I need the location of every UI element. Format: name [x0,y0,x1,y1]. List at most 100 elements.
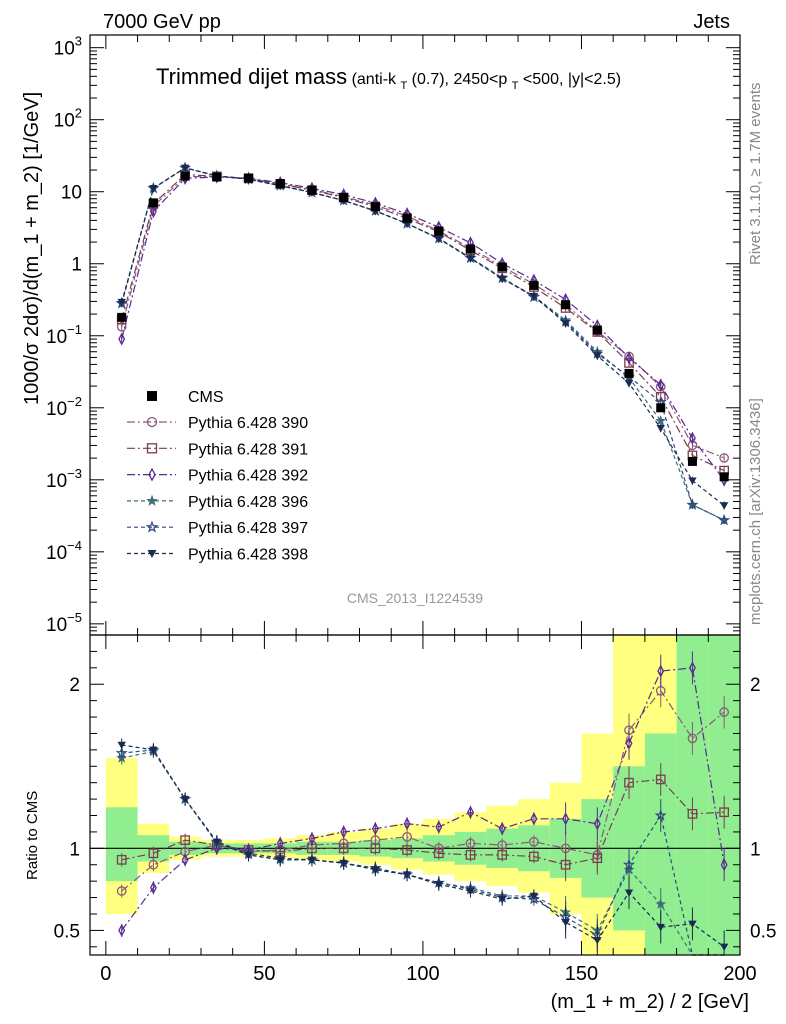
data-point [561,918,570,927]
series-ratio [118,651,728,937]
data-point [148,859,159,870]
x-tick-label: 200 [723,963,756,985]
cms-data-point [402,213,412,223]
data-point [434,235,443,243]
series-top [118,170,728,487]
data-point [434,881,443,889]
ratio-panel-plot [90,651,740,956]
data-point [655,774,666,785]
y-tick-label-top: 10−2 [46,394,82,420]
data-point [657,378,665,392]
x-axis-label: (m_1 + m_2) / 2 [GeV] [551,991,749,1013]
title-sub-mid: (0.7), 2450<p [412,71,508,88]
header-left: 7000 GeV pp [103,11,221,33]
data-point [593,817,601,831]
data-point [688,920,697,929]
data-point [719,807,729,818]
data-point [402,871,412,879]
series-ratio [117,738,729,955]
data-point [149,184,158,193]
legend-label: Pythia 6.428 397 [188,520,308,537]
data-point [180,795,190,804]
cms-data-point [339,193,349,203]
data-point [593,352,602,360]
data-point [625,736,633,750]
series-ratio [116,763,729,882]
legend-item: Pythia 6.428 396 [127,494,308,511]
rivet-label: Rivet 3.1.10, ≥ 1.7M events [747,83,764,266]
legend-label: Pythia 6.428 398 [188,547,308,564]
cms-data-point [244,173,254,183]
data-point [433,848,444,859]
chart-title: Trimmed dijet mass (anti-k T (0.7), 2450… [156,64,621,93]
data-point [497,850,508,860]
legend-item: Pythia 6.428 397 [127,520,308,537]
data-point [339,859,348,868]
data-point [435,820,443,834]
cms-data-point [180,171,190,181]
top-panel-frame [89,34,741,636]
legend-marker [147,391,157,401]
data-point [148,848,159,859]
data-point [530,812,538,826]
x-tick-label: 50 [253,963,275,985]
cms-data-point [656,403,666,413]
data-point [689,431,696,445]
data-point [180,164,190,173]
data-point [687,809,698,819]
data-point [307,856,317,865]
data-point [118,923,126,937]
data-point [688,477,697,485]
legend-item: Pythia 6.428 390 [127,415,308,432]
series-line [121,667,725,931]
y-tick-label-bottom: 1 [69,839,80,860]
legend-marker [148,467,156,482]
legend-label: Pythia 6.428 392 [188,468,308,485]
title-sub-prefix: (anti-k [352,71,397,88]
cms-data-point [148,198,158,208]
y-tick-base: 10 [46,615,67,636]
data-point [466,255,475,263]
data-point [403,817,411,831]
data-point [402,831,412,842]
data-point [117,741,126,750]
data-point [718,513,731,526]
series-line [121,744,725,948]
x-tick-label: 100 [406,963,439,985]
data-point [244,851,253,860]
data-point [149,881,157,895]
legend-item-cms: CMS [147,389,224,406]
y-tick-exponent: −3 [67,466,82,481]
series-cms [117,171,729,482]
cms-data-point [212,172,222,182]
title-sub-sub1: T [400,80,407,92]
cms-data-point [624,368,634,378]
y-tick-label-top: 10 [61,183,82,204]
data-point [149,746,158,755]
y-tick-label-top: 103 [54,34,82,60]
data-point [592,853,603,864]
y-tick-label-bottom: 2 [69,675,80,696]
cms-data-point [561,300,571,310]
y-tick-label-top: 102 [54,106,82,132]
y-tick-exponent: 3 [75,34,82,49]
y-tick-base: 10 [46,543,67,564]
legend-marker [145,520,159,533]
data-point [116,886,127,896]
y-tick-exponent: −5 [67,610,82,625]
y-tick-exponent: 2 [75,106,82,121]
data-point [118,332,126,346]
data-point [181,853,189,867]
data-point [624,380,634,388]
x-tick-label: 150 [565,963,598,985]
data-point [720,858,728,872]
data-point [689,661,696,675]
data-point [371,822,379,836]
data-point [497,896,507,904]
series-line [121,778,725,866]
data-point [529,892,539,901]
y-tick-label-top: 10−3 [46,466,82,492]
x-tick-label: 0 [100,963,111,985]
legend-marker [146,443,158,454]
data-point [467,805,474,819]
